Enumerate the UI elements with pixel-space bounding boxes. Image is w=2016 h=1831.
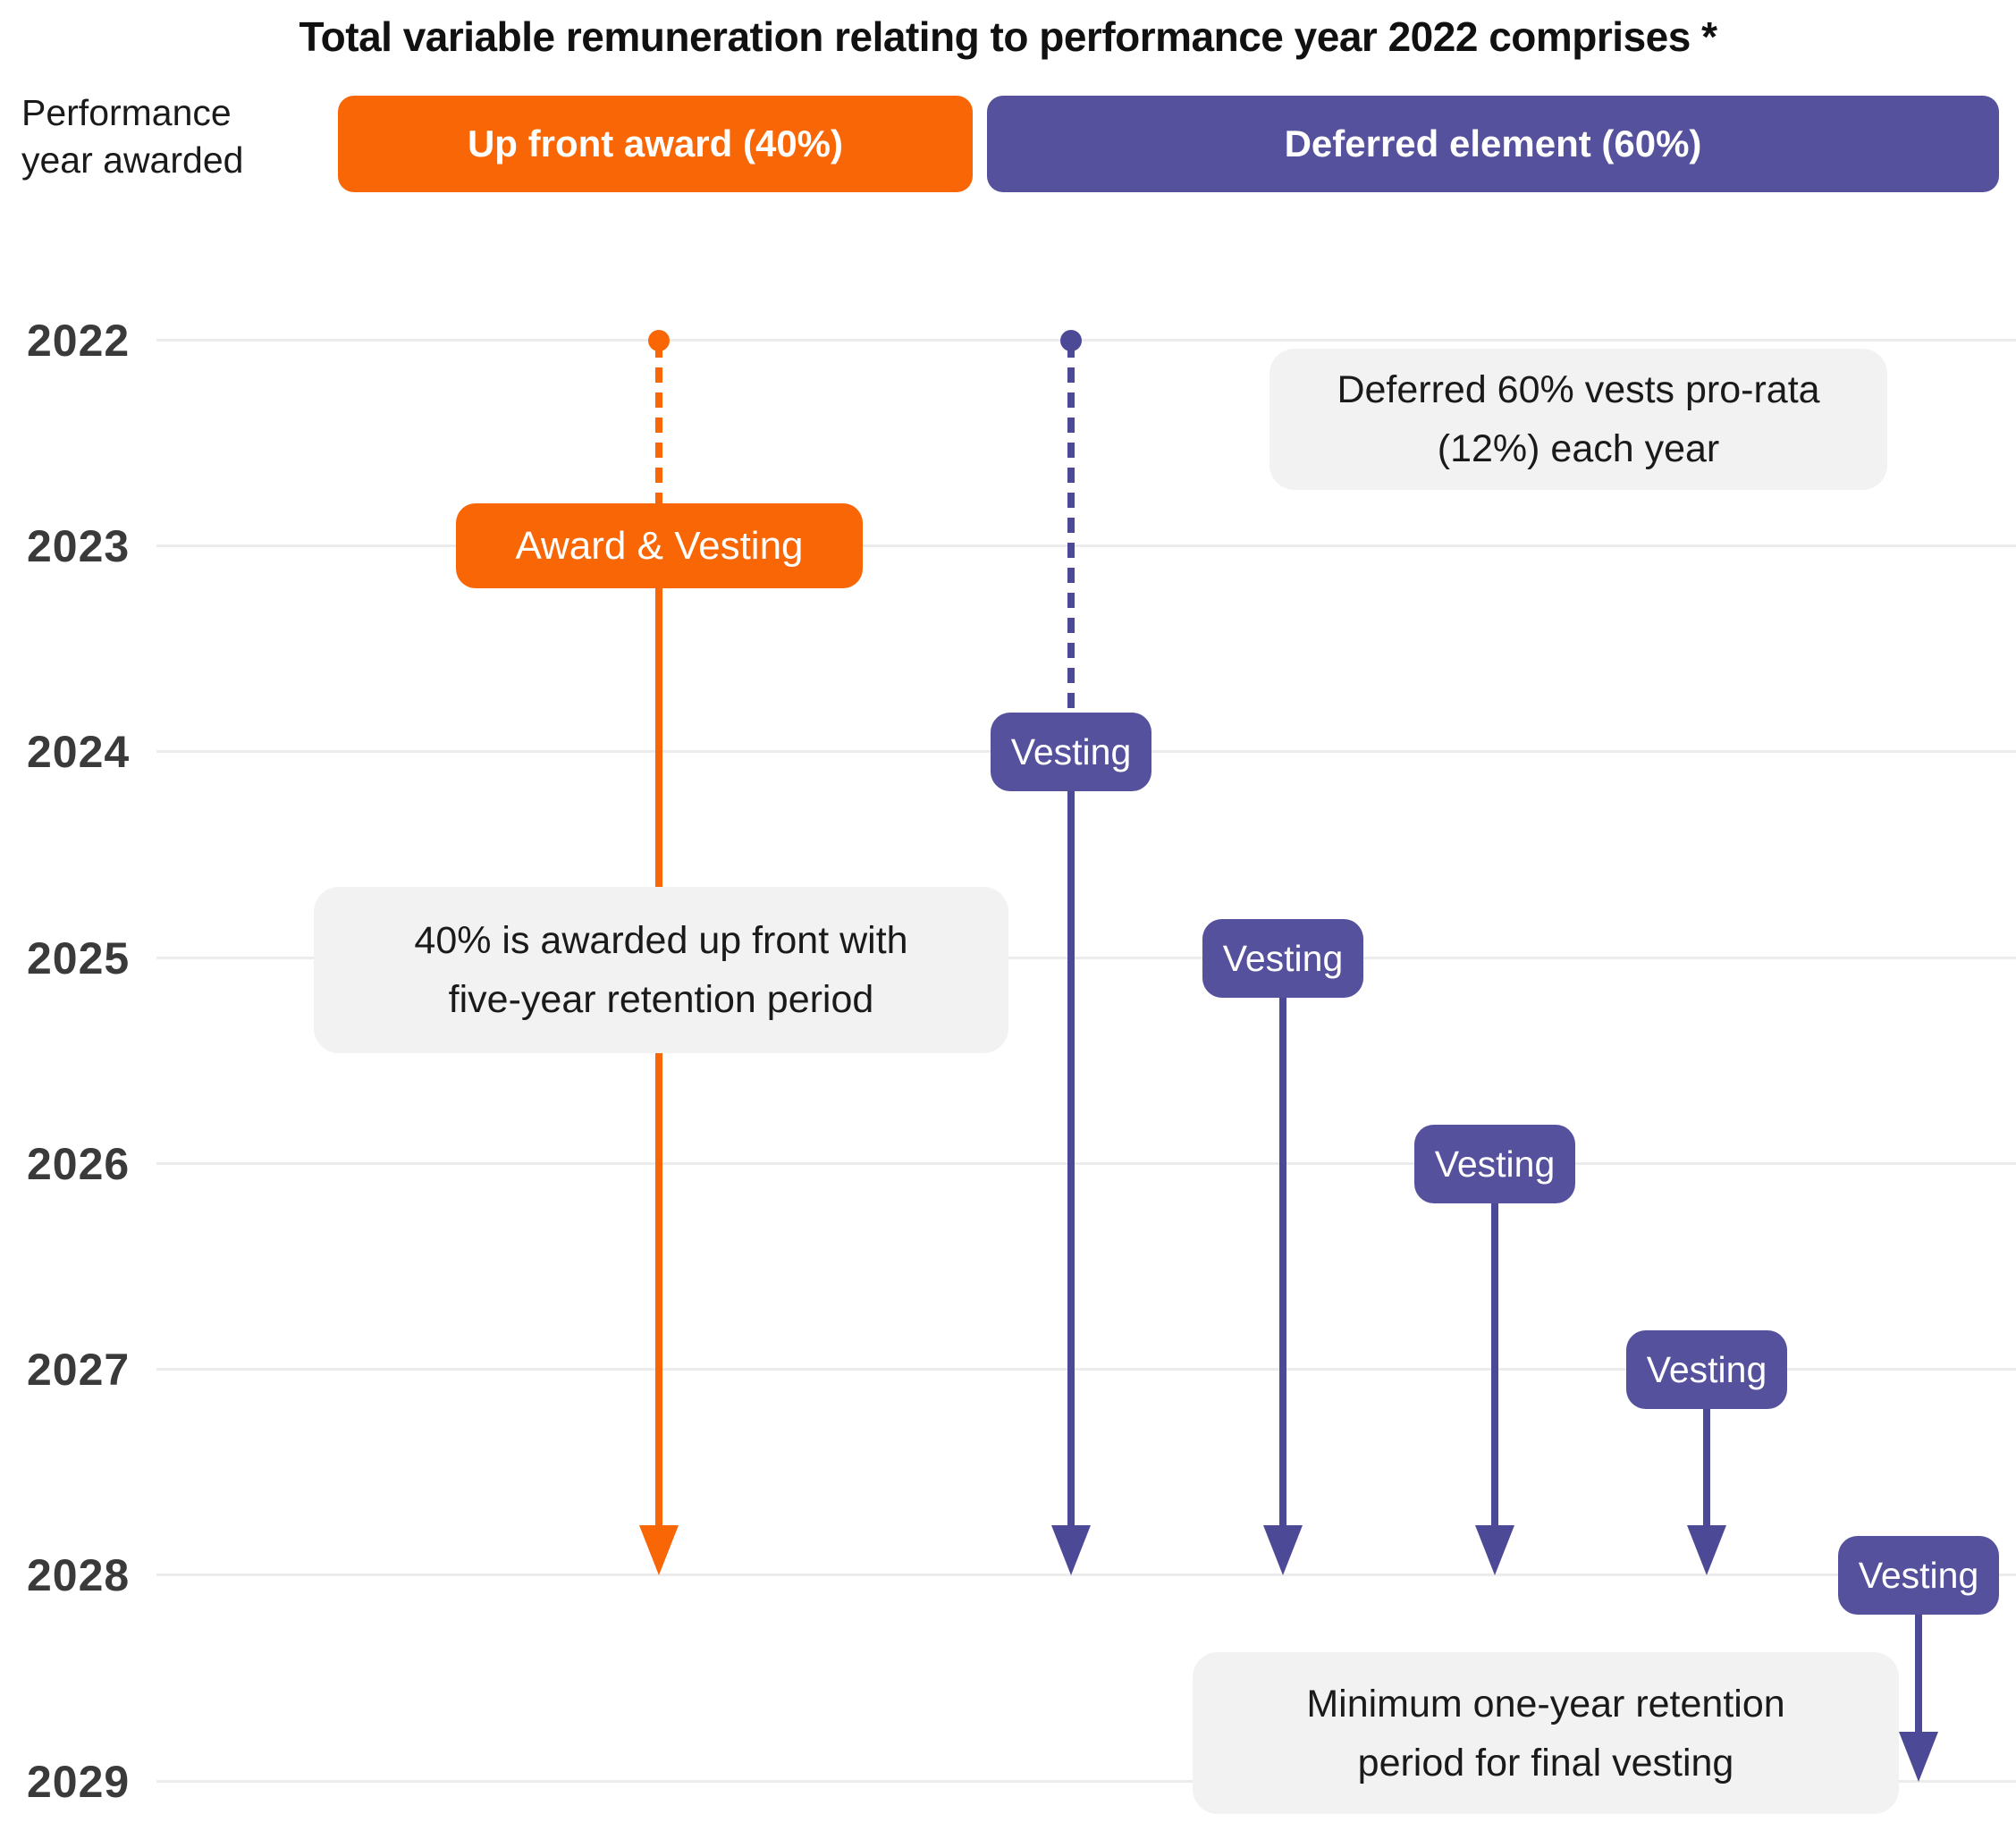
page-title: Total variable remuneration relating to … <box>299 13 1717 60</box>
y-axis-label-line2: year awarded <box>21 139 244 181</box>
y-axis-label-line1: Performance <box>21 92 232 133</box>
year-label-2024: 2024 <box>27 727 131 777</box>
vesting-pill-2028: Vesting <box>1838 1536 1999 1615</box>
deferred-solid-line-3 <box>1491 1203 1498 1525</box>
upfront-note-line2: five-year retention period <box>448 978 874 1021</box>
vesting-pill-2027: Vesting <box>1626 1330 1787 1409</box>
header-upfront-label: Up front award (40%) <box>467 122 844 165</box>
final-retention-note-line2: period for final vesting <box>1357 1741 1734 1785</box>
vesting-label-2027: Vesting <box>1646 1348 1767 1390</box>
upfront-note-line1: 40% is awarded up front with <box>414 919 908 962</box>
deferred-note-line2: (12%) each year <box>1437 427 1720 470</box>
deferred-solid-line-5 <box>1915 1615 1922 1732</box>
upfront-start-dot <box>648 330 670 351</box>
deferred-arrowhead-3 <box>1475 1525 1514 1575</box>
year-label-2027: 2027 <box>27 1345 131 1395</box>
deferred-solid-line-1 <box>1067 791 1075 1525</box>
header-deferred-label: Deferred element (60%) <box>1284 122 1702 165</box>
gridline-2022 <box>156 339 2016 342</box>
vesting-pill-2024: Vesting <box>991 713 1151 791</box>
gridline-2029 <box>156 1780 2016 1783</box>
vesting-label-2024: Vesting <box>1010 730 1132 772</box>
upfront-arrowhead <box>639 1525 679 1575</box>
header-upfront-pill: Up front award (40%) <box>338 96 973 192</box>
deferred-arrowhead-4 <box>1687 1525 1726 1575</box>
year-label-2028: 2028 <box>27 1550 131 1600</box>
y-axis-label: Performance year awarded <box>21 89 243 184</box>
vesting-pill-2025: Vesting <box>1202 919 1363 998</box>
gridline-2025 <box>156 957 2016 959</box>
vesting-label-2028: Vesting <box>1858 1554 1979 1596</box>
deferred-arrowhead-5 <box>1899 1732 1938 1782</box>
deferred-solid-line-4 <box>1703 1409 1710 1525</box>
year-label-2026: 2026 <box>27 1139 131 1189</box>
upfront-award-vesting-pill: Award & Vesting <box>456 503 863 588</box>
deferred-solid-line-2 <box>1279 998 1286 1525</box>
year-label-2029: 2029 <box>27 1757 131 1807</box>
header-deferred-pill: Deferred element (60%) <box>987 96 1999 192</box>
deferred-arrowhead-2 <box>1263 1525 1303 1575</box>
upfront-solid-line <box>655 588 662 1525</box>
year-label-2023: 2023 <box>27 521 131 571</box>
deferred-arrowhead-1 <box>1051 1525 1091 1575</box>
deferred-dashed-line-1 <box>1067 342 1075 713</box>
gridline-2026 <box>156 1162 2016 1165</box>
year-label-2022: 2022 <box>27 316 131 366</box>
deferred-note-line1: Deferred 60% vests pro-rata <box>1337 368 1820 411</box>
final-retention-note-box: Minimum one-year retention period for fi… <box>1193 1652 1899 1814</box>
vesting-label-2025: Vesting <box>1222 937 1344 979</box>
gridline-2027 <box>156 1368 2016 1371</box>
deferred-start-dot <box>1060 330 1082 351</box>
gridline-2023 <box>156 544 2016 547</box>
vesting-label-2026: Vesting <box>1434 1143 1556 1185</box>
year-label-2025: 2025 <box>27 933 131 983</box>
upfront-award-vesting-label: Award & Vesting <box>515 523 804 568</box>
upfront-dashed-line <box>655 342 662 503</box>
final-retention-note-line1: Minimum one-year retention <box>1306 1682 1785 1726</box>
vesting-pill-2026: Vesting <box>1414 1125 1575 1203</box>
deferred-note-box: Deferred 60% vests pro-rata (12%) each y… <box>1269 349 1887 490</box>
upfront-note-box: 40% is awarded up front with five-year r… <box>314 887 1008 1053</box>
